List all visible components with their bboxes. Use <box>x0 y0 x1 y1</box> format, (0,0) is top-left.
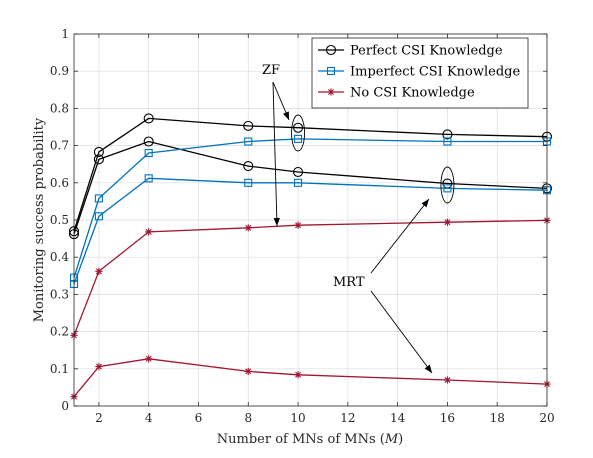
data-point-star <box>95 362 103 371</box>
annotation-mrt: MRT <box>333 166 455 374</box>
y-tick-label: 0.4 <box>50 250 69 264</box>
annotation-layer: ZF MRT <box>262 63 455 374</box>
arrow-head <box>282 111 289 120</box>
data-point-square <box>326 66 336 76</box>
arrow-head <box>273 217 280 226</box>
data-point-star <box>145 228 153 236</box>
y-tick-label: 0.1 <box>50 362 69 376</box>
x-tick-label: 16 <box>440 411 455 425</box>
annotation-ellipse-zf <box>291 114 306 152</box>
y-tick-label: 0.3 <box>50 287 69 301</box>
data-point-circle <box>93 154 104 165</box>
annotation-label-zf: ZF <box>262 63 280 78</box>
data-point-square <box>443 137 452 146</box>
data-point-square <box>94 194 103 203</box>
legend-box <box>311 37 529 109</box>
data-point-square <box>244 137 253 146</box>
y-tick-label: 0.5 <box>50 213 69 227</box>
data-point-square <box>144 174 153 183</box>
axis-ticks: 2 4 6 8 10 12 14 16 18 20 0 0.1 0.2 0.3 0.4 0.5 0.6 0.7 0.… <box>50 27 555 425</box>
legend: Perfect CSI Knowledge Imperfect CSI Knowl… <box>311 37 529 109</box>
data-point-star <box>95 267 103 275</box>
data-point-circle <box>442 129 453 140</box>
data-point-star <box>443 218 452 226</box>
annotation-label-mrt: MRT <box>333 275 365 290</box>
data-point-circle <box>293 122 304 133</box>
x-tick-label: 20 <box>539 411 554 425</box>
annotation-ellipse-mrt <box>440 166 455 204</box>
series-line <box>73 140 548 235</box>
x-tick-label: 8 <box>244 411 252 425</box>
data-point-star <box>294 221 302 229</box>
legend-label: Imperfect CSI Knowledge <box>350 65 520 80</box>
series-line <box>73 138 547 278</box>
x-tick-label: 12 <box>340 411 355 425</box>
y-axis-title: Monitoring success probability <box>32 117 47 322</box>
data-point-star <box>294 371 302 379</box>
x-tick-label: 18 <box>490 411 505 425</box>
x-tick-label: 10 <box>290 411 305 425</box>
data-point-star <box>327 88 335 96</box>
arrow-head <box>424 364 432 373</box>
data-point-star <box>244 367 252 376</box>
arrow-line <box>272 81 278 227</box>
x-tick-label: 4 <box>145 411 153 425</box>
data-point-square <box>144 148 153 158</box>
data-point-circle <box>143 136 154 147</box>
data-point-star <box>145 355 153 363</box>
data-point-circle <box>243 161 254 172</box>
legend-label: No CSI Knowledge <box>350 86 475 101</box>
y-tick-label: 0.2 <box>50 325 69 339</box>
series-circle-mrt <box>68 136 553 240</box>
legend-entry: Imperfect CSI Knowledge <box>318 65 520 80</box>
arrow-line <box>370 198 430 274</box>
legend-entry: Perfect CSI Knowledge <box>318 44 503 59</box>
arrow-head <box>421 199 429 208</box>
series-line <box>73 177 548 285</box>
data-point-star <box>443 376 452 384</box>
data-point-circle <box>293 166 304 178</box>
data-point-square <box>294 178 303 187</box>
data-point-star <box>244 224 252 232</box>
data-point-square <box>294 134 303 143</box>
y-tick-label: 0.6 <box>50 176 69 190</box>
y-tick-label: 0.9 <box>50 64 69 78</box>
annotation-zf: ZF <box>262 63 306 227</box>
series-layer <box>68 113 553 401</box>
arrow-line <box>370 290 433 374</box>
data-point-square <box>244 178 253 187</box>
y-tick-label: 0.8 <box>50 101 69 115</box>
legend-entry: No CSI Knowledge <box>318 86 475 101</box>
y-tick-label: 0 <box>61 399 69 413</box>
y-tick-label: 0.7 <box>50 139 69 153</box>
data-point-circle <box>143 113 154 124</box>
x-tick-label: 2 <box>95 411 103 425</box>
x-tick-label: 14 <box>390 411 406 425</box>
data-point-circle <box>93 146 104 157</box>
data-point-square <box>443 184 452 193</box>
y-tick-label: 1 <box>61 27 69 41</box>
x-tick-label: 6 <box>195 411 203 425</box>
legend-label: Perfect CSI Knowledge <box>350 44 503 59</box>
series-line <box>73 117 548 232</box>
data-point-circle <box>243 120 254 131</box>
x-axis-title: Number of MNs of MNs (M) <box>217 432 403 447</box>
data-point-square <box>94 212 103 221</box>
data-point-circle <box>325 44 337 56</box>
